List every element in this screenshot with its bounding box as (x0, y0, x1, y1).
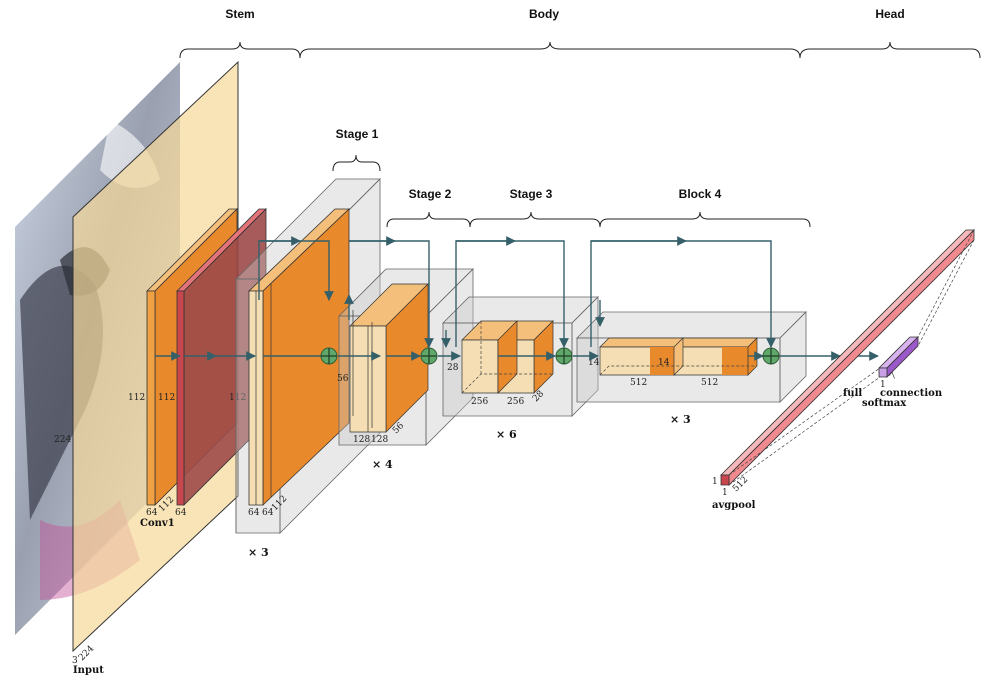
block4-title: Block 4 (679, 187, 722, 201)
fc-label-connection: connection (880, 388, 943, 399)
plus-circle-icon (320, 347, 338, 365)
conv1-dim-b: 112 (158, 393, 175, 403)
body-title: Body (529, 7, 559, 21)
stage1-block (235, 178, 381, 534)
pool1-dim: 112 (229, 393, 246, 403)
block4-dim-c: 14 (658, 358, 670, 368)
conv1-label: Conv1 (140, 518, 175, 529)
input-label: Input (73, 665, 104, 676)
stage2-repeat: × 4 (372, 458, 393, 471)
stage2-dim-b: 128 (353, 435, 370, 445)
stage2-title: Stage 2 (409, 187, 452, 201)
head-brace (799, 41, 981, 59)
block4-block (576, 311, 807, 403)
stage3-brace (469, 211, 601, 228)
input-dim-w: 224 (77, 644, 96, 663)
fc-dim-b: 7 (888, 371, 899, 382)
stage1-title: Stage 1 (336, 127, 379, 141)
conv1-dim-c: 64 (146, 508, 158, 518)
stage1-repeat: × 3 (248, 546, 269, 559)
avgpool-label: avgpool (712, 500, 756, 511)
stage1-brace (332, 154, 381, 172)
avgpool-dim-b: 1 (722, 488, 728, 498)
fc-connection-lines (728, 229, 975, 486)
block4-dim-a: 14 (588, 358, 600, 368)
block4-dim-b: 512 (630, 378, 647, 388)
fc-block (878, 336, 919, 378)
stage2-brace (386, 211, 471, 228)
stage3-title: Stage 3 (510, 187, 553, 201)
stage3-dim-c: 256 (507, 397, 524, 407)
block4-brace (599, 211, 811, 228)
conv1-dim-a: 112 (128, 393, 145, 403)
input-dim-c: 3 (72, 656, 78, 666)
stem-brace (179, 41, 301, 59)
fc-label-softmax: softmax (862, 398, 907, 409)
stage3-repeat: × 6 (496, 428, 517, 441)
stage3-dim-a: 28 (447, 363, 459, 373)
plus-circle-icon (762, 347, 780, 365)
head-title: Head (875, 7, 904, 21)
stem-title: Stem (225, 7, 254, 21)
stage3-dim-b: 256 (471, 397, 488, 407)
stage1-dim-a: 64 (248, 508, 260, 518)
plus-circle-icon (555, 347, 573, 365)
stage2-dim-c: 128 (371, 435, 388, 445)
pool1-dim-c: 64 (175, 508, 187, 518)
body-brace (299, 41, 801, 59)
avgpool-dim-a: 1 (712, 477, 718, 487)
block4-repeat: × 3 (670, 413, 691, 426)
fc-label-full: full (843, 388, 862, 399)
avgpool-bar (720, 229, 975, 486)
pool1-block (176, 208, 267, 506)
fc-dim-a: 1 (880, 380, 886, 390)
block4-dim-d: 512 (701, 378, 718, 388)
stage2-dim-a: 56 (337, 374, 349, 384)
section-braces (179, 41, 981, 228)
stage1-dim-b: 64 (262, 508, 274, 518)
plus-circle-icon (420, 347, 438, 365)
input-dim-h: 224 (54, 435, 71, 445)
flow-arrows (155, 236, 879, 361)
